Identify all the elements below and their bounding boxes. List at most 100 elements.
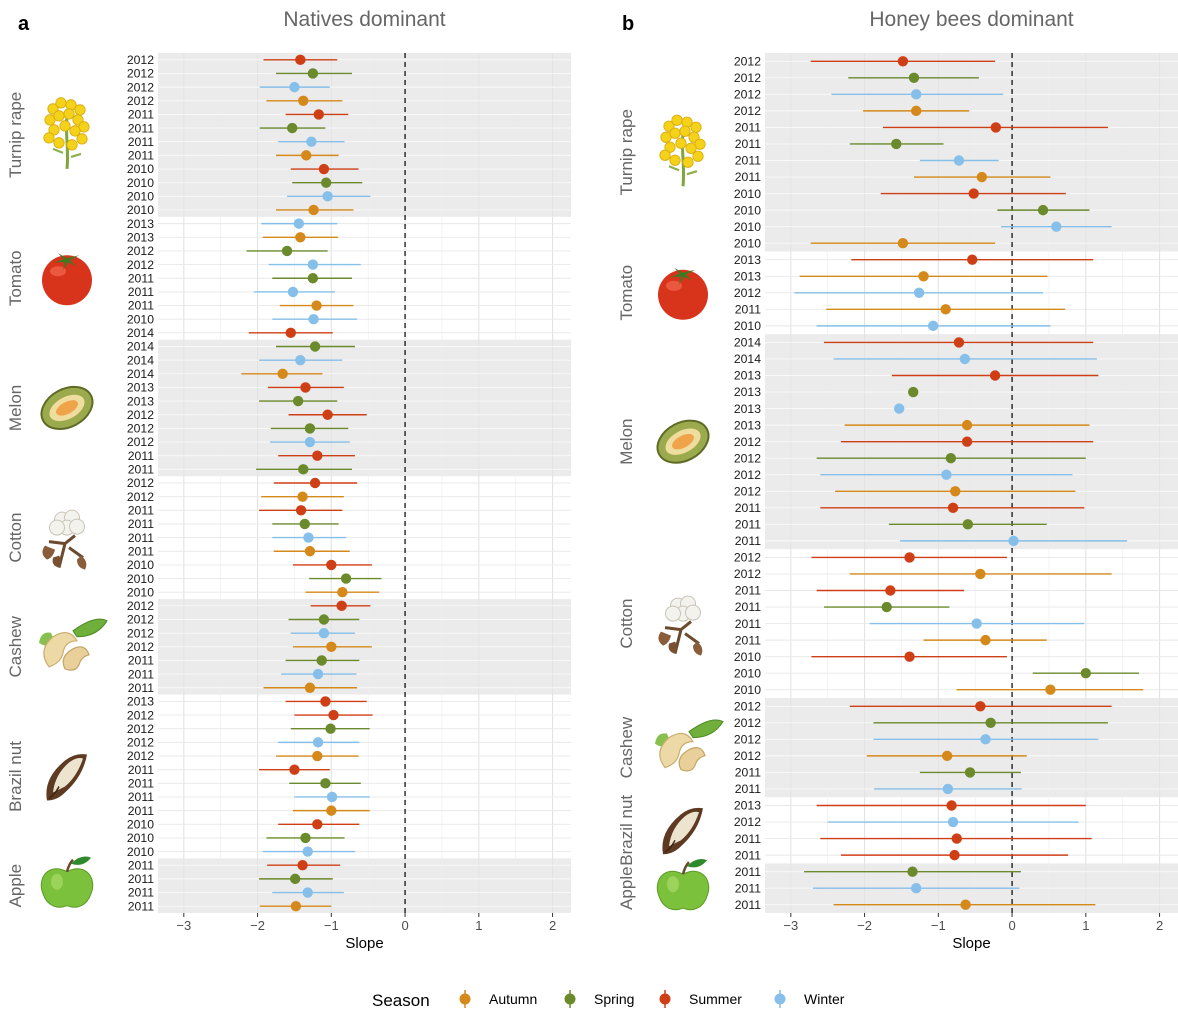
legend-label-winter: Winter [804, 991, 845, 1007]
point-apple-2011-spring [289, 873, 301, 885]
row-label: 2014 [127, 367, 154, 381]
point-cotton-2011-spring [881, 601, 892, 613]
row-label: 2011 [735, 584, 761, 598]
row-label: 2010 [734, 650, 761, 664]
row-label: 2012 [127, 736, 154, 750]
row-label: 2013 [127, 695, 154, 709]
x-tick-label: −3 [176, 918, 191, 933]
crop-label-cashew: Cashew [6, 615, 25, 677]
row-label: 2011 [128, 667, 154, 681]
row-label: 2011 [735, 832, 761, 846]
row-label: 2014 [734, 336, 761, 350]
x-axis-title: Slope [345, 935, 383, 952]
row-label: 2012 [734, 451, 761, 465]
row-label: 2011 [128, 121, 154, 135]
point-cashew-2011-winter [312, 668, 324, 680]
row-label: 2011 [735, 121, 761, 135]
row-label: 2011 [128, 654, 154, 668]
x-tick-label: −2 [857, 918, 872, 933]
point-cashew-2012-winter [980, 734, 991, 745]
row-label: 2011 [735, 600, 761, 614]
point-cashew-2012-winter [318, 627, 330, 639]
point-cotton-2011-winter [971, 618, 982, 629]
point-turnip-rape-2011-spring [287, 122, 298, 134]
row-label: 2010 [127, 162, 154, 176]
point-cotton-2012-summer [309, 477, 321, 489]
row-label: 2014 [127, 340, 154, 354]
point-brazil-nut-2013-summer [320, 696, 331, 707]
point-cotton-2010-autumn [337, 587, 348, 598]
point-turnip-rape-2010-autumn [897, 237, 909, 249]
brazil-nut-icon [46, 754, 88, 801]
cotton-icon [658, 595, 703, 656]
row-label: 2010 [127, 572, 154, 586]
legend-label-autumn: Autumn [489, 991, 537, 1007]
row-label: 2011 [128, 135, 154, 149]
row-label: 2014 [127, 326, 154, 340]
point-cotton-2011-spring [299, 518, 310, 530]
point-melon-2012-autumn [950, 486, 961, 497]
row-label: 2012 [127, 408, 154, 422]
point-tomato-2012-winter [913, 287, 925, 299]
point-melon-2011-summer [947, 502, 959, 514]
row-label: 2013 [734, 799, 761, 813]
point-turnip-rape-2012-spring [908, 72, 920, 84]
point-cotton-2011-autumn [304, 546, 316, 557]
point-turnip-rape-2010-summer [968, 188, 979, 199]
point-brazil-nut-2010-summer [312, 819, 323, 830]
row-label: 2011 [735, 154, 761, 168]
row-label: 2011 [128, 463, 154, 477]
point-cashew-2012-autumn [941, 750, 953, 762]
row-label: 2013 [734, 418, 761, 432]
point-cashew-2012-spring [985, 717, 996, 729]
point-cotton-2010-autumn [1045, 684, 1056, 695]
panel-honey-bees-dominant: 2012 2012 2012 2012 2011 2011 2011 2011 2010 2010… [617, 8, 1178, 952]
point-turnip-rape-2012-spring [307, 68, 319, 79]
apple-icon [40, 856, 94, 908]
point-tomato-2012-winter [307, 259, 319, 270]
tomato-icon [658, 267, 708, 320]
row-label: 2011 [735, 534, 761, 548]
crop-band-turnip-rape [765, 53, 1178, 252]
row-label: 2011 [128, 790, 154, 804]
row-label: 2013 [734, 253, 761, 267]
point-apple-2011-spring [907, 866, 918, 877]
panel-title: Natives dominant [283, 8, 445, 31]
row-label: 2012 [734, 733, 761, 747]
row-label: 2013 [127, 381, 154, 395]
x-tick-label: 0 [1008, 918, 1015, 933]
row-label: 2010 [127, 176, 154, 190]
row-label: 2010 [127, 845, 154, 859]
point-brazil-nut-2012-winter [312, 737, 324, 748]
point-turnip-rape-2010-autumn [308, 204, 319, 216]
point-melon-2012-summer [322, 409, 333, 420]
point-cotton-2010-summer [904, 651, 915, 662]
row-label: 2011 [735, 501, 761, 515]
point-melon-2014-summer [953, 337, 965, 348]
point-brazil-nut-2011-autumn [326, 805, 337, 816]
point-melon-2013-winter [894, 403, 905, 414]
row-label: 2011 [128, 763, 154, 777]
point-tomato-2011-autumn [940, 304, 951, 315]
point-melon-2014-winter [295, 354, 306, 366]
row-label: 2011 [128, 531, 154, 545]
row-label: 2012 [127, 67, 154, 81]
point-turnip-rape-2012-winter [910, 89, 922, 100]
row-label: 2011 [128, 271, 154, 285]
point-turnip-rape-2012-winter [289, 81, 300, 93]
point-brazil-nut-2012-spring [325, 723, 336, 734]
panel-title: Honey bees dominant [869, 8, 1073, 31]
point-tomato-2014-summer [285, 327, 296, 339]
point-cashew-2012-summer [975, 701, 986, 712]
row-label: 2014 [127, 353, 154, 367]
row-label: 2013 [734, 369, 761, 383]
row-label: 2012 [734, 716, 761, 730]
crop-band-turnip-rape [158, 53, 571, 217]
point-turnip-rape-2011-autumn [301, 150, 312, 161]
crop-label-brazil-nut: Brazil nut [617, 795, 636, 866]
point-turnip-rape-2011-winter [953, 155, 965, 166]
point-brazil-nut-2011-summer [951, 833, 962, 844]
point-apple-2011-autumn [290, 900, 302, 912]
row-label: 2011 [735, 633, 761, 647]
point-melon-2011-winter [1008, 535, 1019, 547]
